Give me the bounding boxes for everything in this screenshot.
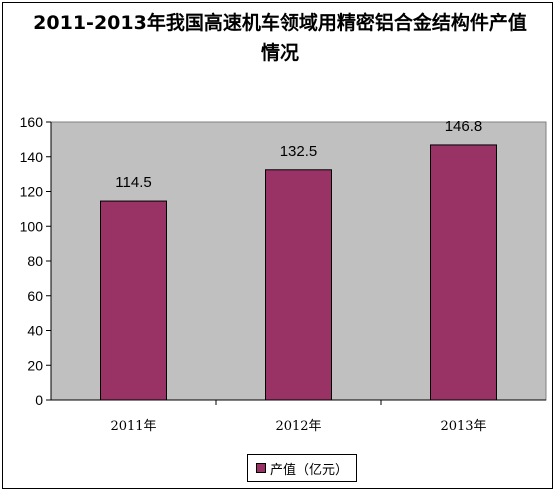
x-tick-label: 2012年 xyxy=(275,419,321,434)
y-tick-label: 60 xyxy=(27,288,43,304)
y-tick-label: 100 xyxy=(20,218,44,234)
data-label: 132.5 xyxy=(280,143,318,160)
y-tick-label: 40 xyxy=(27,323,43,339)
legend-label: 产值（亿元） xyxy=(270,462,349,478)
legend-swatch xyxy=(256,463,266,473)
y-tick-label: 160 xyxy=(20,114,44,130)
data-label: 114.5 xyxy=(115,174,151,191)
x-tick-label: 2013年 xyxy=(440,419,486,434)
chart-title: 2011-2013年我国高速机车领域用精密铝合金结构件产值情况 xyxy=(33,12,527,64)
x-tick-label: 2011年 xyxy=(110,419,156,434)
data-label: 146.8 xyxy=(445,118,483,135)
bar xyxy=(265,169,332,401)
y-tick-label: 80 xyxy=(27,253,43,269)
y-tick-label: 20 xyxy=(27,357,43,373)
legend: 产值（亿元） xyxy=(247,454,358,482)
y-tick-label: 120 xyxy=(20,184,44,200)
bar xyxy=(100,200,167,401)
bar xyxy=(430,144,497,401)
y-tick-label: 140 xyxy=(20,149,44,165)
y-tick-label: 0 xyxy=(35,392,43,408)
